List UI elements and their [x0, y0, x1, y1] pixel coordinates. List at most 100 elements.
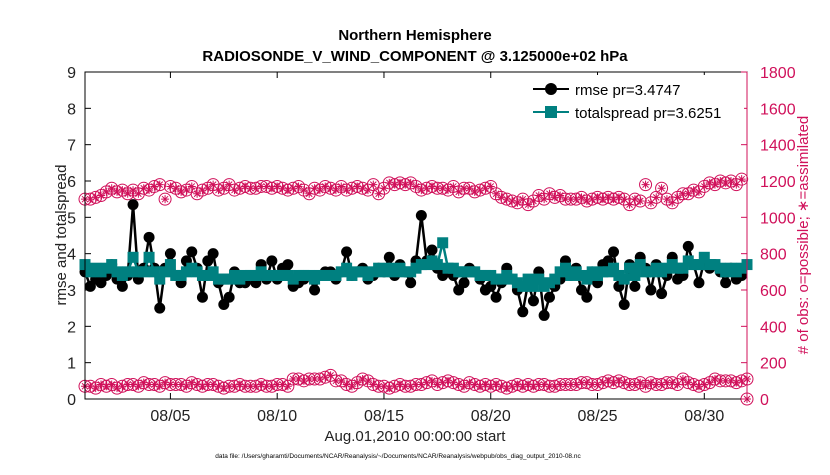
marker-star: [625, 380, 634, 389]
point-nposs: [665, 196, 679, 210]
marker-ring: [227, 379, 241, 393]
marker-ring: [478, 181, 492, 195]
y-right-tick-label: 400: [760, 319, 787, 336]
point-totalspread: [618, 273, 630, 285]
y-axis-label: rmse and totalspread: [53, 165, 70, 306]
y-right-tick-label: 600: [760, 283, 787, 300]
marker-ring: [276, 377, 290, 391]
marker-star: [588, 380, 597, 389]
marker-ring: [398, 178, 412, 192]
marker-star: [433, 184, 442, 193]
marker-ring: [137, 181, 151, 195]
marker-star: [363, 186, 372, 195]
marker-ring: [729, 178, 743, 192]
marker-ring: [548, 190, 562, 204]
marker-ring: [617, 192, 631, 206]
marker-star: [673, 380, 682, 389]
marker-ring: [393, 176, 407, 190]
y-right-tick-label: 1200: [760, 174, 796, 191]
marker-star: [374, 382, 383, 391]
marker-ring: [126, 377, 140, 391]
marker-ring: [687, 377, 701, 391]
marker-ring: [388, 379, 402, 393]
point-rmse: [341, 246, 353, 258]
marker-ring: [505, 194, 519, 208]
marker-star: [145, 380, 154, 389]
marker-star: [534, 380, 543, 389]
x-tick-label: 08/25: [577, 408, 617, 425]
point-rmse: [154, 302, 166, 314]
point-nused: [281, 379, 295, 393]
marker-star: [257, 182, 266, 191]
marker-ring: [340, 377, 354, 391]
marker-ring: [628, 377, 642, 391]
marker-star: [166, 380, 175, 389]
axes-layer: 0 1 2 3 4 5 6 7 8 9 0 200 400 600 800 1000 1200 1400 1600 1…: [67, 65, 796, 425]
marker-ring: [735, 374, 749, 388]
marker-star: [545, 382, 554, 391]
marker-star: [518, 195, 527, 204]
marker-star: [737, 175, 746, 184]
point-nposs: [446, 179, 460, 193]
marker-ring: [292, 372, 306, 386]
point-nposs: [484, 179, 498, 193]
marker-ring: [260, 179, 274, 193]
point-totalspread: [517, 280, 529, 292]
x-tick-label: 08/30: [684, 408, 724, 425]
point-rmse: [490, 291, 502, 303]
point-totalspread: [677, 262, 689, 274]
marker-ring: [644, 196, 658, 210]
marker-ring: [388, 178, 402, 192]
point-totalspread: [608, 262, 620, 274]
marker-ring: [436, 181, 450, 195]
marker-ring: [494, 379, 508, 393]
marker-ring: [719, 176, 733, 190]
plot-area: [85, 72, 747, 399]
marker-ring: [110, 185, 124, 199]
marker-ring: [628, 192, 642, 206]
point-rmse: [645, 284, 657, 296]
marker-star: [732, 180, 741, 189]
point-nposs: [735, 172, 749, 186]
marker-star: [636, 196, 645, 205]
y-tick-label: 9: [67, 65, 76, 82]
y-tick-label: 2: [67, 319, 76, 336]
marker-ring: [265, 181, 279, 195]
marker-ring: [569, 192, 583, 206]
marker-star: [203, 380, 212, 389]
marker-ring: [569, 377, 583, 391]
marker-star: [694, 187, 703, 196]
x-tick-label: 08/15: [364, 408, 404, 425]
point-totalspread: [533, 273, 545, 285]
point-nposs: [526, 194, 540, 208]
point-rmse: [223, 291, 235, 303]
point-totalspread: [581, 273, 593, 285]
point-totalspread: [154, 273, 166, 285]
marker-ring: [505, 379, 519, 393]
marker-ring: [521, 377, 535, 391]
marker-star: [486, 182, 495, 191]
marker-star: [379, 184, 388, 193]
marker-ring: [596, 192, 610, 206]
marker-ring: [671, 377, 685, 391]
point-nposs: [372, 187, 386, 201]
marker-star: [449, 182, 458, 191]
marker-star: [529, 196, 538, 205]
marker-ring: [591, 190, 605, 204]
marker-star: [641, 180, 650, 189]
marker-ring: [644, 376, 658, 390]
marker-star: [625, 200, 634, 209]
legend: rmse pr=3.4747 totalspread pr=3.6251: [528, 75, 744, 125]
point-totalspread: [559, 262, 571, 274]
marker-ring: [324, 368, 338, 382]
marker-ring: [601, 190, 615, 204]
marker-ring: [639, 178, 653, 192]
marker-ring: [420, 376, 434, 390]
point-rmse: [458, 277, 470, 289]
point-totalspread: [148, 266, 160, 278]
marker-ring: [372, 187, 386, 201]
marker-ring: [297, 374, 311, 388]
marker-star: [305, 189, 314, 198]
